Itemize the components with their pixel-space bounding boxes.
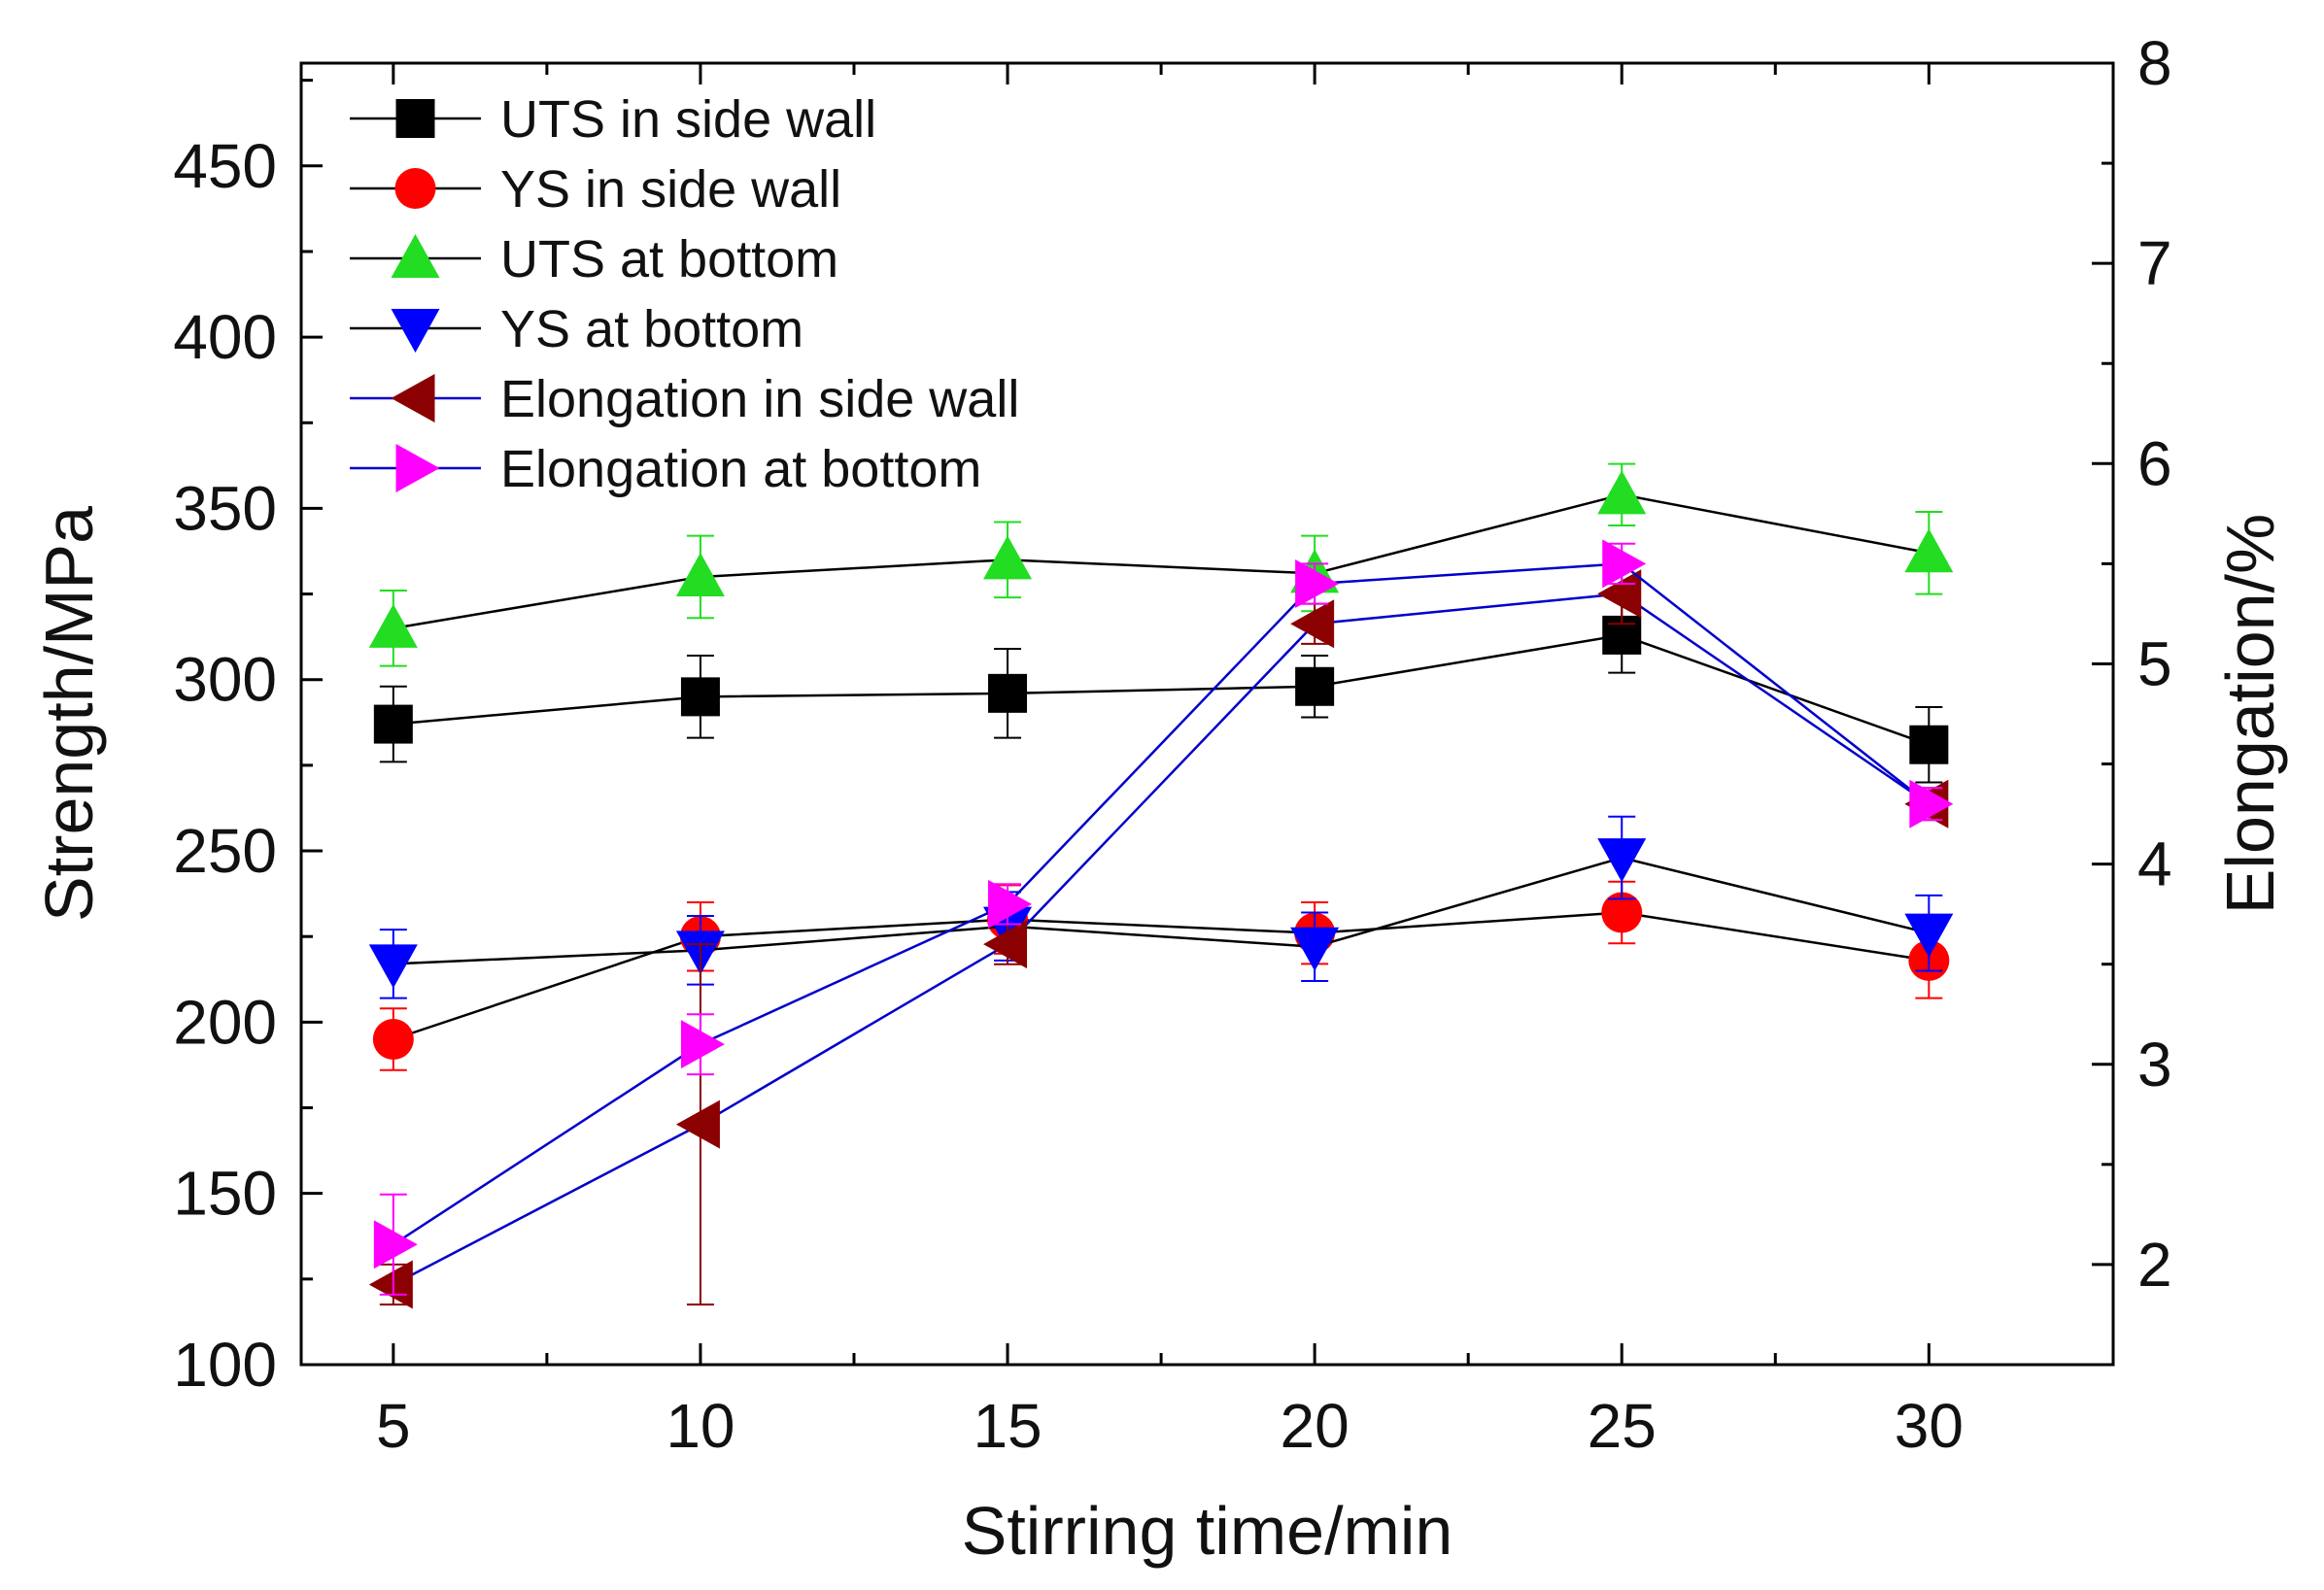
y-tick-label: 450: [173, 131, 277, 201]
legend-label: UTS at bottom: [500, 230, 838, 288]
data-point: [1602, 539, 1647, 589]
series-2: [372, 880, 1950, 1071]
y2-tick-label: 3: [2137, 1030, 2172, 1099]
legend-item-4: YS at bottom: [350, 300, 803, 358]
legend-item-2: YS in side wall: [350, 160, 841, 219]
series-1: [373, 596, 1949, 784]
series-line: [393, 911, 1930, 1041]
y2-tick-label: 5: [2137, 628, 2172, 698]
legend-item-3: UTS at bottom: [350, 230, 838, 288]
x-axis-title: Stirring time/min: [962, 1493, 1453, 1569]
series-line: [393, 592, 1931, 1286]
legend-marker: [395, 444, 440, 492]
axes-layer: 5 10 15 20 25 30 100 150 200 250 300 350 400 450 2 3 4 5 6…: [31, 28, 2288, 1569]
data-point: [368, 1260, 413, 1309]
legend-item-6: Elongation at bottom: [350, 440, 981, 498]
plot-frame: [299, 61, 2115, 1367]
series-line: [393, 493, 1930, 630]
data-point: [680, 677, 720, 717]
data-point: [1295, 666, 1335, 706]
y2-tick-label: 2: [2137, 1230, 2172, 1300]
series-layer: [368, 462, 1954, 1309]
series-line: [393, 562, 1931, 1246]
data-point: [988, 673, 1028, 713]
data-point: [368, 944, 418, 989]
data-point: [1597, 569, 1642, 619]
data-point: [680, 1020, 725, 1069]
series-4: [368, 815, 1954, 999]
y-tick-label: 150: [173, 1159, 277, 1229]
series-6: [373, 539, 1954, 1296]
series-line: [393, 856, 1930, 965]
data-point: [983, 920, 1028, 969]
legend-marker: [395, 99, 435, 138]
series-5: [368, 562, 1949, 1309]
y-tick-label: 350: [173, 473, 277, 543]
legend-label: Elongation at bottom: [500, 440, 981, 498]
legend-marker: [391, 374, 435, 423]
x-tick-label: 25: [1588, 1391, 1657, 1461]
legend-label: YS in side wall: [500, 160, 841, 219]
data-point: [675, 552, 725, 596]
y-axis-title: Strength/MPa: [31, 506, 107, 922]
x-tick-label: 30: [1895, 1391, 1964, 1461]
data-point: [1909, 779, 1954, 829]
legend-item-5: Elongation in side wall: [350, 370, 1019, 428]
data-point: [1601, 892, 1643, 933]
data-point: [675, 1099, 720, 1149]
data-point: [373, 704, 413, 744]
y2-tick-label: 6: [2137, 428, 2172, 498]
y2-tick-label: 7: [2137, 228, 2172, 298]
data-point: [1909, 725, 1949, 764]
y-tick-label: 300: [173, 645, 277, 715]
x-tick-label: 10: [666, 1391, 735, 1461]
data-point: [373, 1220, 418, 1269]
x-tick-label: 5: [376, 1391, 411, 1461]
data-point: [988, 879, 1033, 929]
legend-label: Elongation in side wall: [500, 370, 1019, 428]
legend-marker: [391, 309, 440, 353]
y-tick-label: 400: [173, 302, 277, 372]
data-point: [1290, 599, 1335, 649]
series-line: [393, 633, 1930, 746]
data-point: [1295, 559, 1340, 608]
y2-axis-title: Elongation/%: [2212, 514, 2288, 915]
legend-label: YS at bottom: [500, 300, 803, 358]
data-point: [983, 535, 1033, 580]
y-tick-label: 250: [173, 816, 277, 886]
y2-tick-label: 8: [2137, 28, 2172, 98]
legend-label: UTS in side wall: [500, 90, 876, 149]
legend: UTS in side wall YS in side wall UTS at bo…: [350, 90, 1019, 498]
legend-item-1: UTS in side wall: [350, 90, 876, 149]
x-tick-label: 20: [1281, 1391, 1350, 1461]
data-point: [1904, 528, 1954, 573]
y-tick-label: 200: [173, 987, 277, 1057]
data-point: [1597, 838, 1647, 883]
y2-tick-label: 4: [2137, 829, 2172, 899]
data-point: [372, 1019, 414, 1060]
data-point: [1904, 913, 1954, 958]
data-point: [1290, 927, 1340, 971]
legend-marker: [391, 234, 440, 278]
x-tick-label: 15: [973, 1391, 1042, 1461]
data-point: [368, 603, 418, 648]
legend-marker: [394, 168, 436, 209]
y-tick-label: 100: [173, 1330, 277, 1400]
data-point: [1597, 470, 1647, 515]
